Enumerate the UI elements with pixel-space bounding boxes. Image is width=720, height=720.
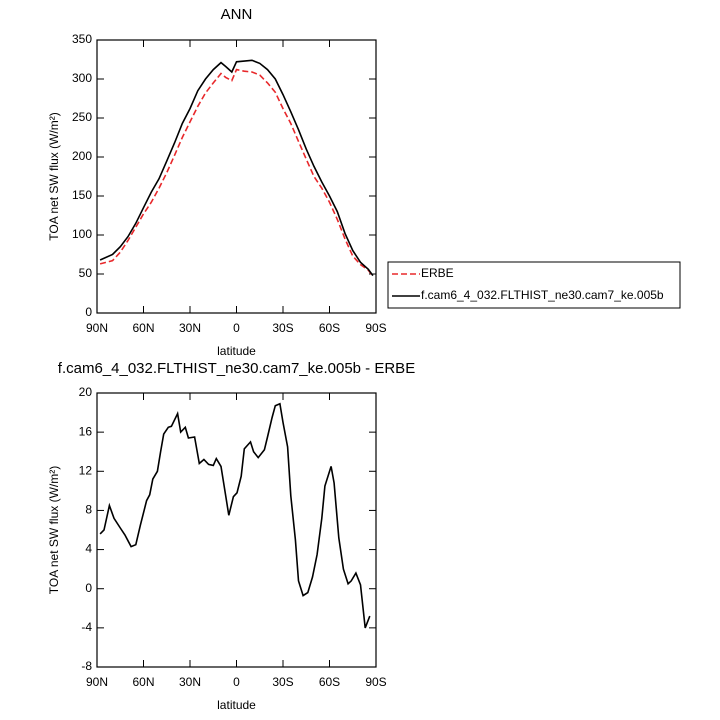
y-tick-label: -8 xyxy=(81,659,92,673)
x-tick-label: 30S xyxy=(272,675,293,689)
y-axis-label: TOA net SW flux (W/m²) xyxy=(47,112,61,240)
y-tick-label: -4 xyxy=(81,620,92,634)
x-tick-label: 60N xyxy=(132,675,154,689)
y-tick-label: 20 xyxy=(79,385,93,399)
y-tick-label: 50 xyxy=(79,266,93,280)
legend-label: ERBE xyxy=(421,266,454,280)
x-tick-label: 60S xyxy=(319,321,340,335)
x-axis-label: latitude xyxy=(217,698,256,712)
y-tick-label: 12 xyxy=(79,463,93,477)
y-tick-label: 150 xyxy=(72,188,92,202)
series-line xyxy=(99,402,371,629)
y-tick-label: 100 xyxy=(72,227,92,241)
y-tick-label: 0 xyxy=(85,581,92,595)
y-tick-label: 200 xyxy=(72,149,92,163)
y-tick-label: 4 xyxy=(85,542,92,556)
plot-frame xyxy=(96,39,377,314)
x-tick-label: 60S xyxy=(319,675,340,689)
y-tick-label: 350 xyxy=(72,32,92,46)
x-tick-label: 0 xyxy=(233,321,240,335)
x-tick-label: 90N xyxy=(86,675,108,689)
y-tick-label: 16 xyxy=(79,424,93,438)
y-tick-label: 300 xyxy=(72,71,92,85)
y-axis-label: TOA net SW flux (W/m²) xyxy=(47,466,61,594)
y-tick-label: 250 xyxy=(72,110,92,124)
y-tick-label: 0 xyxy=(85,305,92,319)
y-tick-label: 8 xyxy=(85,503,92,517)
legend-label: f.cam6_4_032.FLTHIST_ne30.cam7_ke.005b xyxy=(421,288,664,302)
x-tick-label: 0 xyxy=(233,675,240,689)
series-line xyxy=(99,59,374,277)
x-tick-label: 30N xyxy=(179,321,201,335)
series-line xyxy=(99,68,374,277)
plot-frame xyxy=(96,392,377,668)
x-tick-label: 90S xyxy=(365,675,386,689)
x-axis-label: latitude xyxy=(217,344,256,358)
x-tick-label: 90N xyxy=(86,321,108,335)
x-tick-label: 60N xyxy=(132,321,154,335)
x-tick-label: 90S xyxy=(365,321,386,335)
x-tick-label: 30N xyxy=(179,675,201,689)
chart-title: f.cam6_4_032.FLTHIST_ne30.cam7_ke.005b -… xyxy=(58,360,415,377)
x-tick-label: 30S xyxy=(272,321,293,335)
chart-title: ANN xyxy=(221,6,253,23)
legend-box xyxy=(387,261,681,309)
